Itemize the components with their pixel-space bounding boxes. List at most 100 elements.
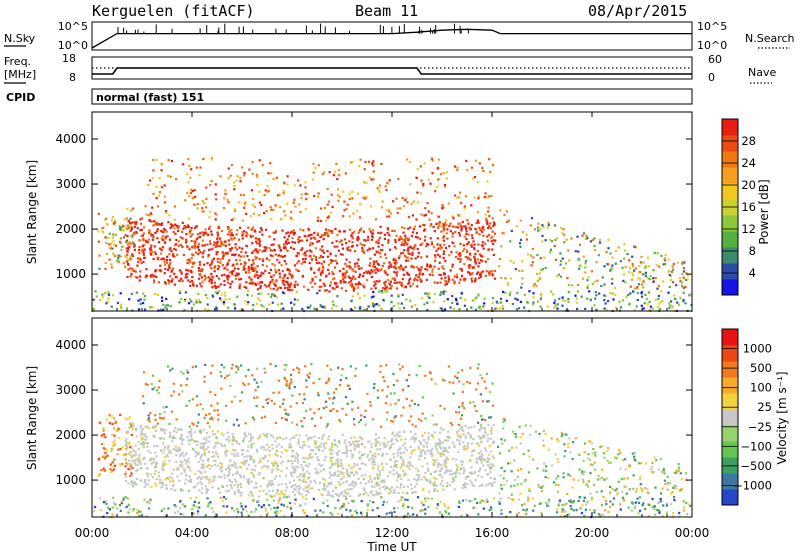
scatter-cell [451, 473, 454, 476]
scatter-cell [284, 412, 288, 416]
scatter-cell [147, 238, 150, 241]
scatter-cell [630, 278, 633, 281]
scatter-cell [226, 278, 229, 281]
scatter-cell [402, 469, 405, 472]
scatter-cell [622, 273, 625, 276]
scatter-cell [211, 430, 214, 433]
scatter-cell [504, 291, 507, 294]
scatter-cell [432, 225, 435, 228]
scatter-cell [187, 460, 190, 463]
scatter-cell [472, 438, 475, 441]
scatter-cell [275, 467, 278, 470]
scatter-cell [530, 217, 534, 220]
scatter-cell [262, 477, 265, 480]
scatter-cell [173, 283, 176, 286]
scatter-cell [257, 385, 260, 389]
scatter-cell [122, 236, 126, 239]
scatter-cell [298, 371, 301, 374]
colorbar-segment [722, 151, 738, 168]
scatter-cell [439, 243, 442, 246]
scatter-cell [392, 372, 395, 376]
scatter-cell [520, 286, 523, 289]
scatter-cell [286, 238, 289, 241]
scatter-cell [480, 456, 483, 459]
scatter-cell [107, 293, 110, 296]
scatter-cell [231, 474, 235, 477]
scatter-cell [461, 460, 464, 463]
scatter-cell [278, 493, 281, 496]
scatter-cell [213, 478, 216, 481]
scatter-cell [169, 275, 172, 278]
scatter-cell [459, 222, 462, 225]
scatter-cell [235, 440, 238, 443]
scatter-cell [593, 280, 596, 283]
scatter-cell [406, 237, 409, 240]
scatter-cell [477, 456, 480, 459]
scatter-cell [204, 363, 207, 366]
scatter-cell [431, 453, 434, 456]
scatter-cell [151, 426, 154, 429]
scatter-cell [671, 490, 674, 494]
scatter-cell [327, 435, 330, 438]
scatter-cell [470, 166, 473, 169]
scatter-cell [363, 308, 366, 311]
scatter-cell [320, 493, 323, 496]
scatter-cell [319, 248, 322, 251]
scatter-cell [556, 307, 559, 310]
scatter-cell [428, 265, 431, 268]
scatter-cell [150, 234, 153, 237]
scatter-cell [287, 413, 290, 416]
scatter-cell [234, 472, 237, 475]
scatter-cell [174, 427, 177, 430]
scatter-cell [397, 492, 400, 495]
scatter-cell [282, 192, 285, 195]
scatter-cell [226, 198, 229, 201]
scatter-cell [230, 367, 233, 370]
scatter-cell [194, 485, 197, 488]
scatter-cell [677, 303, 681, 306]
scatter-cell [135, 291, 138, 294]
scatter-cell [340, 239, 343, 242]
scatter-cell [460, 291, 463, 294]
scatter-cell [434, 190, 437, 193]
scatter-cell [270, 172, 273, 175]
scatter-cell [475, 159, 478, 162]
scatter-cell [167, 221, 170, 224]
scatter-cell [258, 275, 261, 278]
scatter-cell [393, 463, 396, 466]
scatter-cell [156, 445, 159, 448]
scatter-cell [366, 392, 369, 396]
scatter-cell [644, 273, 647, 276]
scatter-cell [243, 172, 246, 175]
scatter-cell [465, 249, 469, 252]
scatter-cell [576, 307, 579, 311]
scatter-cell [488, 465, 491, 469]
scatter-cell [259, 285, 262, 288]
scatter-cell [205, 197, 208, 200]
scatter-cell [655, 264, 658, 267]
scatter-cell [463, 205, 466, 208]
scatter-cell [180, 370, 183, 373]
scatter-cell [374, 283, 377, 286]
scatter-cell [392, 200, 395, 203]
scatter-cell [181, 221, 184, 224]
scatter-cell [357, 231, 360, 234]
scatter-cell [589, 240, 592, 243]
scatter-cell [167, 282, 171, 285]
scatter-cell [346, 203, 349, 206]
scatter-cell [289, 443, 292, 447]
scatter-cell [196, 477, 199, 480]
scatter-cell [395, 464, 398, 467]
scatter-cell [385, 188, 388, 192]
scatter-cell [226, 268, 229, 271]
scatter-cell [147, 183, 150, 186]
scatter-cell [284, 241, 287, 244]
scatter-cell [334, 443, 337, 446]
scatter-cell [330, 193, 333, 196]
scatter-cell [298, 368, 301, 371]
y-tick-label: 4000 [55, 132, 86, 146]
scatter-cell [469, 435, 473, 438]
scatter-cell [346, 248, 349, 251]
scatter-cell [415, 176, 418, 179]
scatter-cell [329, 281, 333, 284]
